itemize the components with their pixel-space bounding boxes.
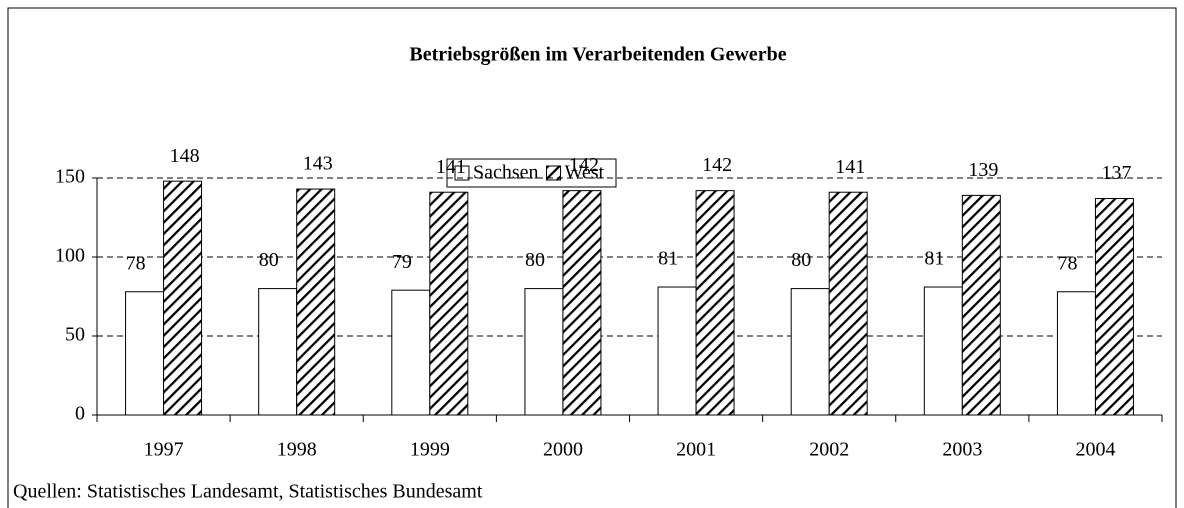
y-tick-label: 0 xyxy=(75,403,85,425)
x-tick-label: 1997 xyxy=(144,439,184,461)
legend-box xyxy=(446,158,617,188)
value-label: 139 xyxy=(968,159,998,181)
value-label: 80 xyxy=(259,249,279,271)
bar xyxy=(657,286,697,416)
bar xyxy=(923,286,963,416)
x-tick-label: 2003 xyxy=(942,439,982,461)
bar xyxy=(695,190,735,416)
value-label: 79 xyxy=(392,251,412,273)
value-label: 141 xyxy=(835,156,865,178)
chart-title: Betriebsgrößen im Verarbeitenden Gewerbe xyxy=(409,44,786,66)
y-tick-label: 50 xyxy=(65,324,85,346)
value-label: 137 xyxy=(1101,162,1131,184)
x-tick-label: 2004 xyxy=(1075,439,1115,461)
x-tick-label: 1998 xyxy=(277,439,317,461)
bar xyxy=(1094,198,1134,416)
x-tick-label: 2002 xyxy=(809,439,849,461)
value-label: 143 xyxy=(303,153,333,175)
bar xyxy=(391,289,431,416)
bar xyxy=(429,191,469,416)
y-tick-label: 150 xyxy=(55,166,85,188)
bar xyxy=(125,291,165,416)
bar xyxy=(163,180,203,416)
bar xyxy=(828,191,868,416)
frame xyxy=(7,7,1177,508)
source-note: Quellen: Statistisches Landesamt, Statis… xyxy=(13,481,483,503)
y-tick-label: 100 xyxy=(55,245,85,267)
bar xyxy=(1056,291,1096,416)
value-label: 80 xyxy=(791,249,811,271)
value-label: 81 xyxy=(658,248,678,270)
bar xyxy=(790,288,830,416)
value-label: 78 xyxy=(126,252,146,274)
bar xyxy=(562,190,602,416)
bar xyxy=(961,194,1001,416)
value-label: 148 xyxy=(170,145,200,167)
legend-swatch xyxy=(454,165,470,181)
bar xyxy=(296,188,336,416)
x-tick-label: 2001 xyxy=(676,439,716,461)
bar xyxy=(524,288,564,416)
value-label: 141 xyxy=(436,156,466,178)
value-label: 80 xyxy=(525,249,545,271)
value-label: 81 xyxy=(924,248,944,270)
value-label: 78 xyxy=(1057,252,1077,274)
legend-label: West xyxy=(565,162,605,184)
x-tick-label: 1999 xyxy=(410,439,450,461)
legend-swatch xyxy=(546,165,562,181)
value-label: 142 xyxy=(702,154,732,176)
bar xyxy=(258,288,298,416)
value-label: 142 xyxy=(569,154,599,176)
legend-label: Sachsen xyxy=(473,162,539,184)
x-tick-label: 2000 xyxy=(543,439,583,461)
